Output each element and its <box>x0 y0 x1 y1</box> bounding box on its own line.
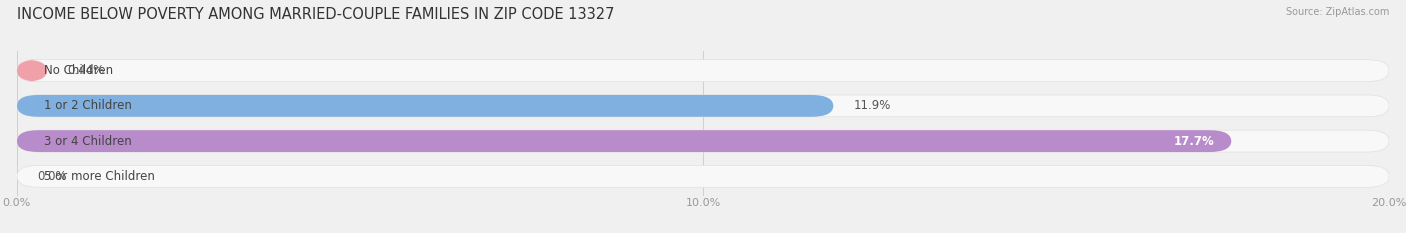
Text: No Children: No Children <box>45 64 114 77</box>
Text: INCOME BELOW POVERTY AMONG MARRIED-COUPLE FAMILIES IN ZIP CODE 13327: INCOME BELOW POVERTY AMONG MARRIED-COUPL… <box>17 7 614 22</box>
Text: 11.9%: 11.9% <box>853 99 891 112</box>
FancyBboxPatch shape <box>17 60 1389 82</box>
Text: 3 or 4 Children: 3 or 4 Children <box>45 135 132 148</box>
FancyBboxPatch shape <box>17 95 834 117</box>
FancyBboxPatch shape <box>17 95 1389 117</box>
FancyBboxPatch shape <box>17 130 1232 152</box>
Text: 17.7%: 17.7% <box>1174 135 1215 148</box>
Text: 0.0%: 0.0% <box>38 170 67 183</box>
FancyBboxPatch shape <box>17 130 1389 152</box>
Text: Source: ZipAtlas.com: Source: ZipAtlas.com <box>1285 7 1389 17</box>
Text: 5 or more Children: 5 or more Children <box>45 170 155 183</box>
FancyBboxPatch shape <box>17 165 1389 187</box>
FancyBboxPatch shape <box>17 60 46 82</box>
Text: 1 or 2 Children: 1 or 2 Children <box>45 99 132 112</box>
Text: 0.44%: 0.44% <box>67 64 105 77</box>
